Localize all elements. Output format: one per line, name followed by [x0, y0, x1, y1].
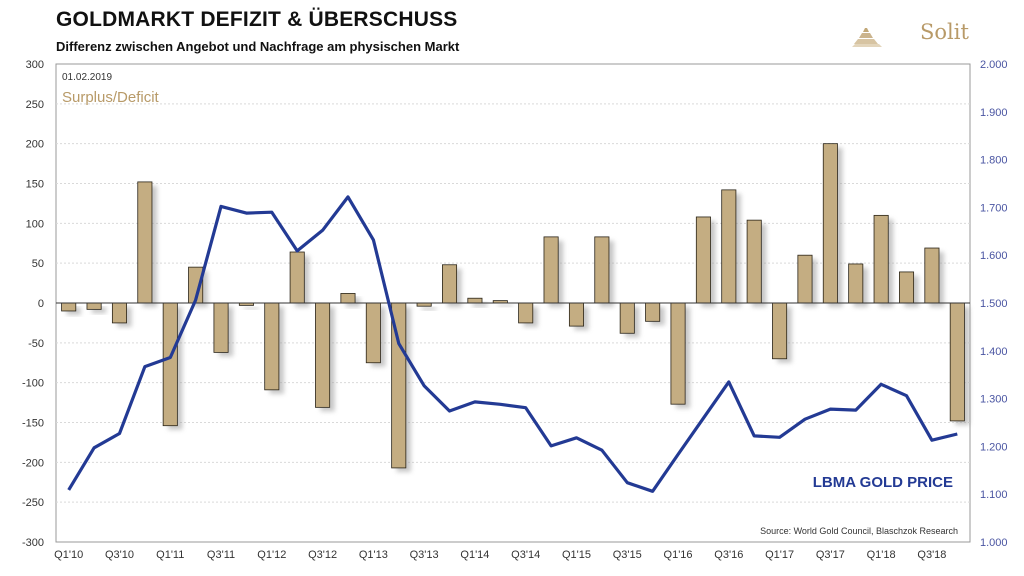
x-axis-ticks: Q1'10 Q3'10 Q1'11 Q3'11 Q1'12 Q3'12 Q1'13 Q3'13… — [54, 549, 946, 561]
left-tick-label: 150 — [26, 179, 44, 191]
surplus-deficit-bar — [86, 302, 102, 310]
left-tick-label: -200 — [22, 457, 44, 469]
x-tick-label: Q1'15 — [562, 549, 591, 561]
surplus-deficit-bar — [645, 302, 661, 322]
solit-logo-icon — [852, 28, 882, 47]
right-tick-label: 1.300 — [980, 394, 1008, 406]
left-tick-label: 100 — [26, 218, 44, 230]
bar-shadow — [91, 307, 107, 314]
surplus-deficit-bar — [568, 302, 584, 327]
right-tick-label: 1.400 — [980, 346, 1008, 358]
x-tick-label: Q1'16 — [664, 549, 693, 561]
left-tick-label: 50 — [32, 258, 44, 270]
left-axis-ticks: 300 250 200 150 100 50 0 -50 -100 -150 -200 -250 -30… — [22, 59, 44, 549]
chart-title: GOLDMARKT DEFIZIT & ÜBERSCHUSS — [56, 8, 458, 31]
x-tick-label: Q1'17 — [765, 549, 794, 561]
x-tick-label: Q1'10 — [54, 549, 83, 561]
bar-shadow — [472, 302, 488, 307]
x-tick-label: Q1'13 — [359, 549, 388, 561]
surplus-deficit-bar — [695, 216, 711, 304]
surplus-deficit-bar — [340, 293, 356, 304]
right-tick-label: 1.500 — [980, 298, 1008, 310]
left-tick-label: -150 — [22, 418, 44, 430]
right-tick-label: 1.900 — [980, 107, 1008, 119]
surplus-deficit-bar — [848, 263, 864, 304]
brand-name: Solit — [920, 20, 969, 44]
x-tick-label: Q3'10 — [105, 549, 134, 561]
surplus-deficit-bar — [162, 302, 178, 427]
left-tick-label: 0 — [38, 298, 44, 310]
surplus-deficit-bar — [949, 302, 965, 422]
surplus-deficit-bar — [467, 297, 483, 304]
bar-shadow — [244, 307, 259, 310]
surplus-deficit-bar — [518, 302, 534, 324]
x-tick-label: Q1'12 — [257, 549, 286, 561]
surplus-deficit-bar — [543, 236, 559, 304]
gold-price-line — [67, 195, 958, 493]
surplus-deficit-label: Surplus/Deficit — [62, 89, 160, 106]
gridlines — [56, 103, 970, 503]
x-tick-label: Q3'15 — [613, 549, 642, 561]
surplus-deficit-bar — [822, 143, 838, 304]
date-label: 01.02.2019 — [62, 72, 112, 83]
x-tick-label: Q3'11 — [207, 549, 235, 561]
surplus-deficit-bar — [289, 251, 305, 304]
x-tick-label: Q3'14 — [511, 549, 540, 561]
left-tick-label: 200 — [26, 139, 44, 151]
x-tick-label: Q1'18 — [867, 549, 896, 561]
x-tick-label: Q1'11 — [156, 549, 184, 561]
surplus-deficit-bar — [137, 181, 153, 304]
left-tick-label: -300 — [22, 537, 44, 549]
left-tick-label: -250 — [22, 497, 44, 509]
right-tick-label: 1.600 — [980, 250, 1008, 262]
right-tick-label: 1.200 — [980, 441, 1008, 453]
left-tick-label: -100 — [22, 378, 44, 390]
surplus-deficit-bar — [213, 302, 229, 353]
surplus-deficit-bar — [746, 219, 762, 304]
bar-shadow — [422, 307, 437, 311]
right-tick-label: 1.100 — [980, 489, 1008, 501]
x-tick-label: Q3'16 — [714, 549, 743, 561]
surplus-deficit-bar — [797, 254, 813, 304]
right-tick-label: 1.000 — [980, 537, 1008, 549]
surplus-deficit-bar — [594, 236, 610, 304]
surplus-deficit-bar — [315, 302, 331, 408]
surplus-deficit-bar — [670, 302, 686, 405]
surplus-deficit-bars — [61, 143, 965, 469]
surplus-deficit-bar — [111, 302, 127, 324]
x-tick-label: Q3'12 — [308, 549, 337, 561]
x-tick-label: Q3'13 — [410, 549, 439, 561]
surplus-deficit-bar — [61, 302, 77, 312]
surplus-deficit-bar — [924, 247, 940, 304]
surplus-deficit-bar — [619, 302, 635, 334]
surplus-deficit-bar — [873, 214, 889, 304]
left-tick-label: 300 — [26, 59, 44, 71]
right-axis-ticks: 2.000 1.900 1.800 1.700 1.600 1.500 1.400 1.300… — [980, 59, 1008, 549]
x-tick-label: Q3'17 — [816, 549, 845, 561]
right-tick-label: 1.700 — [980, 202, 1008, 214]
surplus-deficit-bar — [442, 264, 458, 304]
surplus-deficit-bar — [899, 271, 915, 304]
source-note: Source: World Gold Council, Blaschzok Re… — [760, 526, 958, 536]
surplus-deficit-bar — [365, 302, 381, 364]
surplus-deficit-bar — [264, 302, 280, 391]
x-tick-label: Q1'14 — [460, 549, 489, 561]
chart-subtitle: Differenz zwischen Angebot und Nachfrage… — [56, 39, 460, 54]
right-tick-label: 2.000 — [980, 59, 1008, 71]
gold-price-label: LBMA GOLD PRICE — [813, 474, 953, 491]
surplus-deficit-bar — [721, 189, 737, 304]
left-tick-label: 250 — [26, 99, 44, 111]
x-tick-label: Q3'18 — [917, 549, 946, 561]
bar-shadow — [498, 304, 513, 307]
surplus-deficit-bar — [772, 302, 788, 360]
right-tick-label: 1.800 — [980, 155, 1008, 167]
left-tick-label: -50 — [28, 338, 44, 350]
